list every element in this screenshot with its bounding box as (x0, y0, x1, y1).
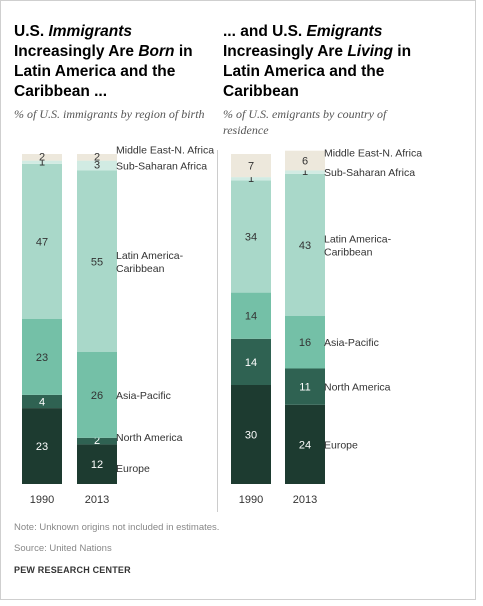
immigrants-value-2013-asia-pacific: 26 (91, 390, 103, 402)
immigrants-category-label-1990: 1990 (30, 494, 54, 506)
emigrants-bar-2013-north-america (285, 368, 325, 405)
emigrants-series-label-north-america: North America (324, 382, 391, 394)
immigrants-series-label-latin-america-caribbean-0: Latin America- (116, 250, 184, 262)
immigrants-bar-2013-north-america (77, 437, 117, 445)
emigrants-bar-2013-latin-america-caribbean (285, 173, 325, 316)
emigrants-series-label-sub-saharan-africa: Sub-Saharan Africa (324, 167, 415, 179)
emigrants-value-2013-europe: 24 (299, 439, 311, 451)
figure-frame (0, 0, 476, 600)
emigrants-value-2013-asia-pacific: 16 (299, 337, 311, 349)
emigrants-bar-1990-sub-saharan-africa (231, 177, 271, 181)
immigrants-series-label-europe: Europe (116, 463, 150, 475)
emigrants-bar-1990-latin-america-caribbean (231, 180, 271, 293)
emigrants-bar-1990-europe (231, 385, 271, 484)
emigrants-series-label-middle-east-n-africa: Middle East-N. Africa (324, 148, 422, 160)
panel-divider (217, 150, 218, 512)
emigrants-value-2013-middle-east-n-africa: 6 (302, 156, 308, 168)
immigrants-category-label-2013: 2013 (85, 494, 109, 506)
emigrants-bar-1990-north-america (231, 338, 271, 385)
immigrants-bar-2013-sub-saharan-africa (77, 160, 117, 171)
footnote: Note: Unknown origins not included in es… (14, 522, 220, 533)
emigrants-series-label-asia-pacific: Asia-Pacific (324, 337, 379, 349)
emigrants-value-2013-north-america: 11 (299, 382, 310, 394)
emigrants-value-1990-latin-america-caribbean: 34 (245, 232, 257, 244)
emigrants-bar-2013-middle-east-n-africa (285, 150, 325, 171)
emigrants-value-2013-latin-america-caribbean: 43 (299, 240, 311, 252)
immigrants-value-1990-north-america: 4 (39, 397, 45, 409)
immigrants-value-2013-sub-saharan-africa: 3 (94, 160, 100, 172)
immigrants-value-2013-latin-america-caribbean: 55 (91, 256, 103, 268)
immigrants-series-label-sub-saharan-africa: Sub-Saharan Africa (116, 161, 207, 173)
immigrants-value-1990-latin-america-caribbean: 47 (36, 236, 48, 248)
immigrants-bar-2013-middle-east-n-africa (77, 154, 117, 161)
left-chart-title: U.S. Immigrants Increasingly Are Born in… (14, 23, 193, 100)
emigrants-category-label-1990: 1990 (239, 494, 263, 506)
emigrants-value-1990-asia-pacific: 14 (245, 311, 257, 323)
immigrants-bar-2013-latin-america-caribbean (77, 170, 117, 352)
emigrants-category-label-2013: 2013 (293, 494, 317, 506)
immigrants-bar-1990-asia-pacific (22, 319, 62, 395)
immigrants-value-2013-europe: 12 (91, 459, 103, 471)
immigrants-value-2013-middle-east-n-africa: 2 (94, 151, 100, 163)
immigrants-bar-1990-north-america (22, 394, 62, 409)
immigrants-value-1990-sub-saharan-africa: 1 (39, 156, 45, 168)
immigrants-bar-2013-asia-pacific (77, 352, 117, 438)
emigrants-series-label-latin-america-caribbean-0: Latin America- (324, 233, 392, 245)
immigrants-value-2013-north-america: 2 (94, 435, 100, 447)
immigrants-series-label-asia-pacific: Asia-Pacific (116, 390, 171, 402)
immigrants-value-1990-asia-pacific: 23 (36, 352, 48, 364)
immigrants-bar-1990-europe (22, 408, 62, 484)
immigrants-value-1990-europe: 23 (36, 441, 48, 453)
emigrants-bar-2013-europe (285, 404, 325, 484)
immigrants-bar-1990-middle-east-n-africa (22, 154, 62, 161)
emigrants-bar-1990-middle-east-n-africa (231, 154, 271, 178)
emigrants-bar-2013-asia-pacific (285, 315, 325, 369)
emigrants-bar-1990-asia-pacific (231, 292, 271, 339)
left-chart-subtitle: % of U.S. immigrants by region of birth (14, 107, 205, 121)
emigrants-value-1990-north-america: 14 (245, 357, 257, 369)
immigrants-series-label-north-america: North America (116, 432, 183, 444)
emigrants-value-1990-sub-saharan-africa: 1 (248, 173, 254, 185)
immigrants-bar-2013-europe (77, 444, 117, 484)
pew-research-center-logo: PEW RESEARCH CENTER (14, 565, 131, 575)
emigrants-series-label-latin-america-caribbean-1: Caribbean (324, 246, 373, 258)
immigrants-value-1990-middle-east-n-africa: 2 (39, 151, 45, 163)
immigrants-bar-1990-latin-america-caribbean (22, 163, 62, 319)
emigrants-value-1990-middle-east-n-africa: 7 (248, 161, 254, 173)
source-line: Source: United Nations (14, 543, 112, 554)
emigrants-value-2013-sub-saharan-africa: 1 (302, 166, 308, 178)
emigrants-bar-2013-sub-saharan-africa (285, 170, 325, 174)
emigrants-value-1990-europe: 30 (245, 430, 257, 442)
right-chart-subtitle: % of U.S. emigrants by country of reside… (223, 107, 387, 137)
immigrants-series-label-latin-america-caribbean-1: Caribbean (116, 263, 165, 275)
right-chart-title: ... and U.S. Emigrants Increasingly Are … (223, 23, 412, 100)
immigrants-bar-1990-sub-saharan-africa (22, 160, 62, 164)
emigrants-series-label-europe: Europe (324, 439, 358, 451)
immigrants-series-label-middle-east-n-africa: Middle East-N. Africa (116, 144, 214, 156)
